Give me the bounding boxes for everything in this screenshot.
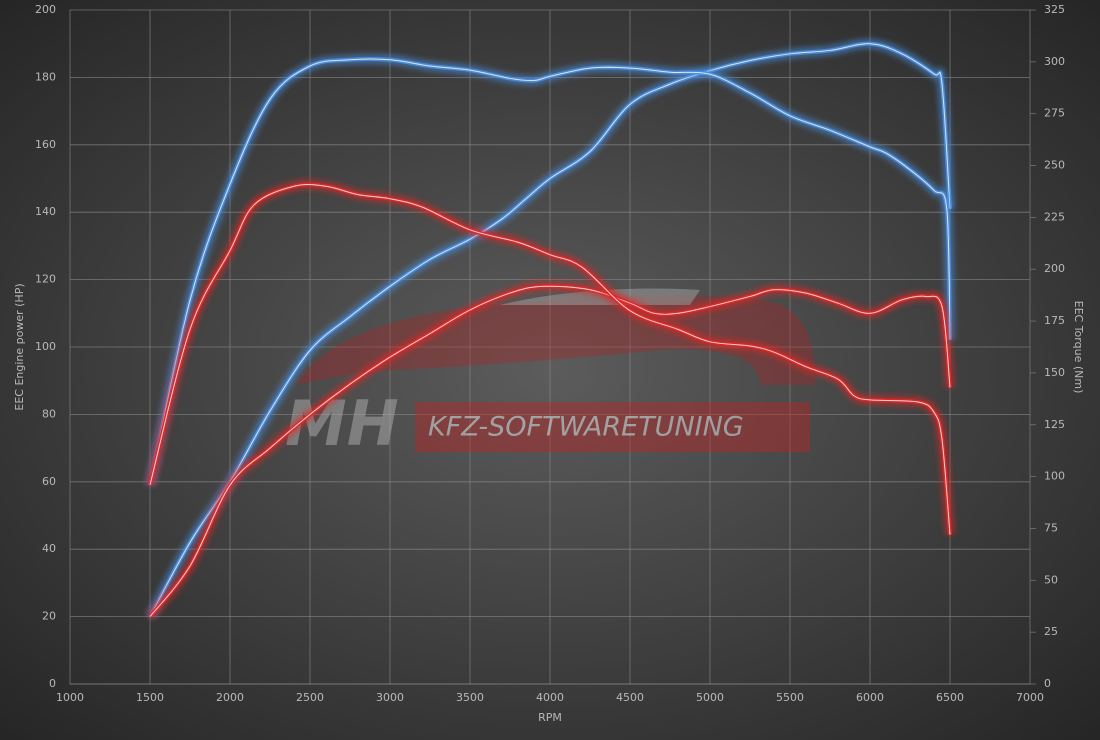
y2-axis-label: EEC Torque (Nm)	[1072, 301, 1085, 394]
y-tick-label: 60	[42, 475, 56, 488]
x-tick-label: 3000	[376, 691, 404, 704]
y2-tick-label: 50	[1044, 573, 1058, 586]
y-axis-label: EEC Engine power (HP)	[13, 283, 26, 410]
x-tick-label: 5000	[696, 691, 724, 704]
grid	[69, 9, 1036, 685]
y2-tick-label: 200	[1044, 262, 1065, 275]
y2-tick-label: 100	[1044, 470, 1065, 483]
y2-tick-label: 175	[1044, 314, 1065, 327]
y2-tick-label: 25	[1044, 625, 1058, 638]
x-tick-label: 2000	[216, 691, 244, 704]
y-tick-label: 200	[35, 3, 56, 16]
y-tick-label: 20	[42, 610, 56, 623]
data-line	[149, 184, 951, 535]
x-tick-label: 6500	[936, 691, 964, 704]
y-tick-label: 100	[35, 340, 56, 353]
lines	[145, 38, 955, 620]
x-tick-label: 1500	[136, 691, 164, 704]
y-tick-label: 0	[49, 677, 56, 690]
y2-tick-label: 300	[1044, 55, 1065, 68]
y2-tick-label: 225	[1044, 210, 1065, 223]
y2-tick-label: 250	[1044, 159, 1065, 172]
y-tick-label: 120	[35, 273, 56, 286]
x-tick-label: 6000	[856, 691, 884, 704]
watermark-text: KFZ-SOFTWARETUNING	[428, 412, 744, 443]
x-tick-label: 2500	[296, 691, 324, 704]
watermark-car	[295, 295, 815, 385]
y2-tick-label: 125	[1044, 418, 1065, 431]
x-tick-label: 1000	[56, 691, 84, 704]
y2-tick-label: 150	[1044, 366, 1065, 379]
x-tick-label: 5500	[776, 691, 804, 704]
y2-tick-label: 0	[1044, 677, 1051, 690]
watermark-banner	[415, 402, 810, 452]
y-tick-label: 160	[35, 138, 56, 151]
y-tick-label: 180	[35, 70, 56, 83]
watermark: MH KFZ-SOFTWARETUNING	[285, 288, 815, 460]
y2-tick-label: 75	[1044, 521, 1058, 534]
y2-tick-label: 275	[1044, 107, 1065, 120]
y-tick-label: 40	[42, 542, 56, 555]
y2-tick-label: 325	[1044, 3, 1065, 16]
data-line	[149, 43, 951, 617]
x-tick-label: 4000	[536, 691, 564, 704]
data-line	[149, 58, 951, 486]
x-tick-label: 3500	[456, 691, 484, 704]
data-line	[149, 285, 951, 617]
y-tick-label: 80	[42, 407, 56, 420]
x-tick-label: 4500	[616, 691, 644, 704]
x-tick-label: 7000	[1016, 691, 1044, 704]
x-axis-label: RPM	[538, 711, 562, 724]
y-tick-label: 140	[35, 205, 56, 218]
